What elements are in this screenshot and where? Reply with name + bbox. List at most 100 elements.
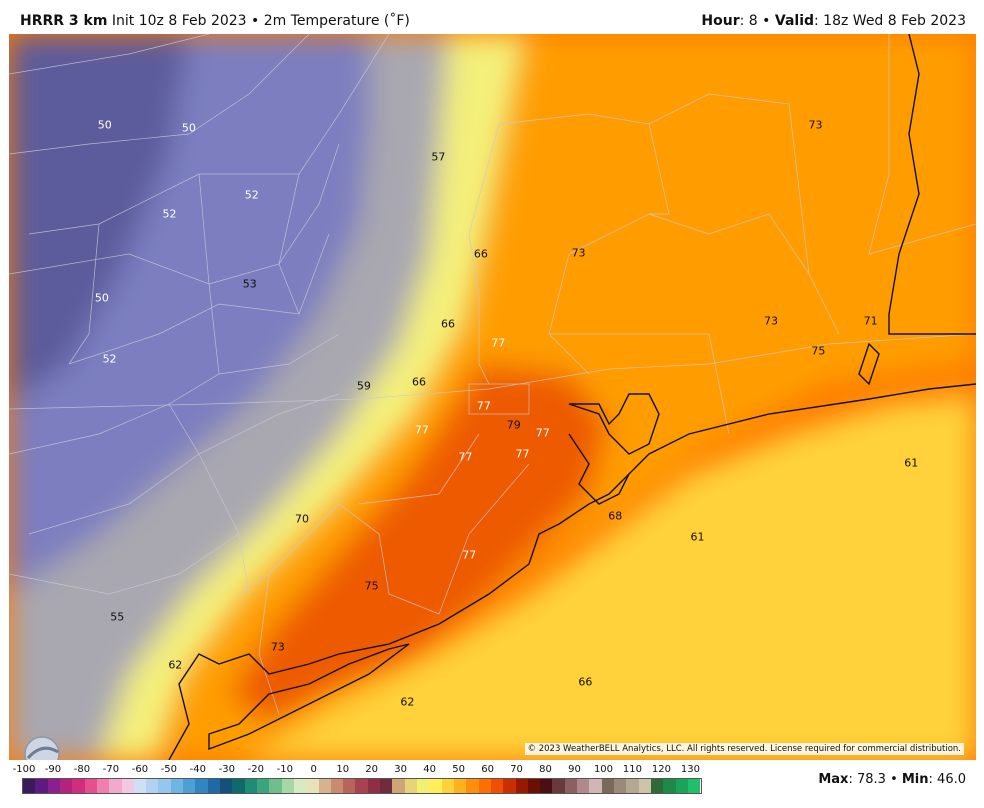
title-bullet: • (251, 13, 260, 29)
color-scale-segment (687, 779, 701, 793)
temperature-value: 77 (535, 426, 550, 440)
color-scale-segment (35, 779, 48, 793)
color-scale-tick: -100 (12, 764, 36, 775)
county-lines (9, 34, 976, 715)
temperature-value: 50 (181, 121, 196, 135)
color-scale-segment (490, 779, 504, 793)
color-scale-segment (170, 779, 184, 793)
temperature-value: 73 (808, 118, 823, 132)
temperature-value: 66 (473, 247, 488, 261)
color-scale-segment (318, 779, 331, 793)
color-scale-segment (478, 779, 491, 793)
temperature-value: 61 (690, 530, 705, 544)
color-scale-tick: 110 (622, 764, 642, 775)
color-scale-tick: 100 (593, 764, 614, 775)
color-scale-segment (109, 779, 122, 793)
temperature-value: 73 (571, 246, 586, 260)
temperature-value: 61 (904, 456, 919, 470)
color-scale-segment (146, 779, 159, 793)
temperature-value: 75 (364, 579, 379, 593)
color-scale-segment (183, 779, 196, 793)
gulf-waters (239, 394, 976, 760)
color-scale-segment (281, 779, 294, 793)
temperature-value: 77 (462, 548, 477, 562)
hour-value: : 8 (739, 13, 758, 29)
color-scale-tick: 70 (510, 764, 523, 775)
color-scale-segment (293, 779, 307, 793)
temperature-value: 77 (414, 423, 429, 437)
neutral-band (9, 34, 449, 760)
stats-bullet: • (890, 772, 898, 787)
hot-core (229, 364, 609, 724)
color-scale-segment (466, 779, 479, 793)
temperature-value: 70 (295, 512, 309, 526)
color-scale-segment (84, 779, 97, 793)
valid-value: : 18z Wed 8 Feb 2023 (814, 13, 966, 29)
color-scale-tick: 50 (452, 764, 465, 775)
color-scale-segment (330, 779, 344, 793)
color-scale-segment (429, 779, 442, 793)
color-scale-segment (256, 779, 270, 793)
color-scale-tick: -40 (189, 764, 207, 775)
color-scale-segment (527, 779, 541, 793)
hour-label: Hour (701, 13, 740, 29)
temperature-value: 71 (863, 314, 878, 328)
weatherbell-logo (22, 734, 112, 760)
color-scale-segment (638, 779, 651, 793)
temperature-value: 50 (94, 291, 109, 305)
temperature-value: 53 (242, 277, 257, 291)
color-scale-segment (453, 779, 467, 793)
color-scale-tick: 10 (336, 764, 350, 775)
map-header: HRRR 3 km Init 10z 8 Feb 2023 • 2m Tempe… (0, 0, 984, 34)
color-scale-segment (59, 779, 73, 793)
temperature-value: 75 (811, 344, 826, 358)
color-scale-tick: 20 (365, 764, 379, 775)
temperature-value: 73 (270, 640, 285, 654)
color-scale-segment (441, 779, 454, 793)
temperature-map[interactable]: 50 50 52 52 50 53 52 57 66 73 73 66 77 73 71 75 59 66 77 77… (9, 34, 976, 760)
color-scale-segment (195, 779, 208, 793)
color-scale-segment (675, 779, 688, 793)
color-scale-tick: 130 (680, 764, 700, 775)
color-scale-tick: -90 (44, 764, 62, 775)
temperature-value: 62 (400, 695, 415, 709)
color-scale-segment (552, 779, 565, 793)
color-scale-tick: 120 (651, 764, 671, 775)
max-label: Max (818, 772, 849, 787)
color-scale-tick: 60 (481, 764, 494, 775)
color-scale-segment (269, 779, 282, 793)
temperature-value: 66 (412, 375, 426, 389)
temperature-value: 52 (244, 188, 259, 202)
color-scale-segment (589, 779, 602, 793)
temperature-value: 52 (162, 207, 177, 221)
valid-bullet: • (762, 13, 771, 29)
temperature-value: 77 (476, 399, 491, 413)
temperature-value: 77 (515, 447, 530, 461)
temperature-value: 62 (168, 658, 183, 672)
color-scale-tick: -20 (247, 764, 264, 775)
color-scale-tick: 40 (423, 764, 437, 775)
color-scale-tick: -30 (218, 764, 235, 775)
coastline (168, 34, 976, 760)
color-scale-segment (96, 779, 110, 793)
temperature-value: 79 (506, 418, 521, 432)
temperature-value: 52 (102, 352, 117, 366)
color-scale-tick: -10 (276, 764, 293, 775)
map-title: HRRR 3 km Init 10z 8 Feb 2023 • 2m Tempe… (20, 13, 410, 29)
temperature-value: 57 (431, 150, 446, 164)
color-scale-segment (392, 779, 405, 793)
color-scale-segment (133, 779, 147, 793)
color-scale-segment (626, 779, 639, 793)
temperature-field (9, 34, 976, 760)
temperature-value: 73 (763, 314, 778, 328)
copyright-notice: © 2023 WeatherBELL Analytics, LLC. All r… (524, 743, 964, 755)
temperature-value: 66 (578, 675, 593, 689)
color-scale-segment (121, 779, 134, 793)
field-name: 2m Temperature (˚F) (263, 13, 410, 29)
color-scale-tick: 30 (394, 764, 408, 775)
color-scale-tick: 0 (310, 764, 317, 775)
color-scale-segment (343, 779, 356, 793)
color-scale-tick: 80 (539, 764, 552, 775)
color-scale-segment (663, 779, 676, 793)
color-scale-segment (503, 779, 516, 793)
